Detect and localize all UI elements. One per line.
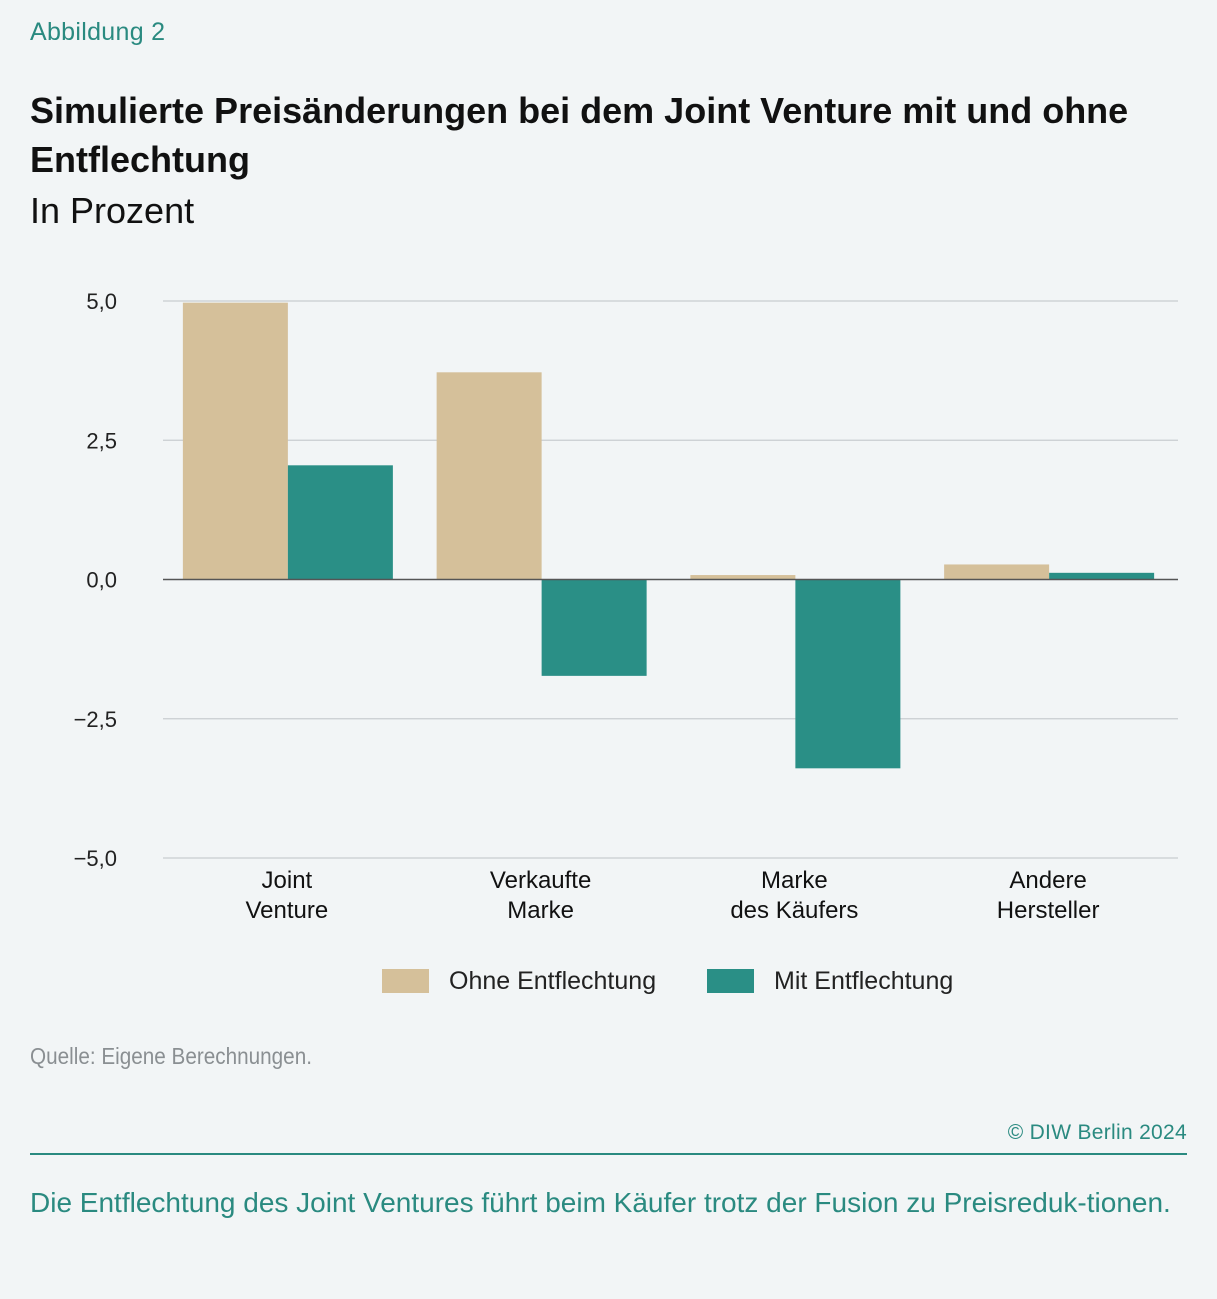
bar	[944, 564, 1050, 580]
grid-layer	[163, 300, 1178, 859]
bar	[287, 465, 393, 580]
bar	[541, 579, 647, 676]
category-label-line: Andere	[1009, 867, 1086, 894]
bar	[795, 579, 901, 769]
bar	[436, 372, 542, 580]
category-label-line: Verkaufte	[490, 867, 591, 894]
figure-label: Abbildung 2	[30, 18, 166, 46]
category-label-line: Joint	[262, 867, 313, 894]
legend-label: Ohne Entflechtung	[449, 967, 656, 995]
chart-subtitle: In Prozent	[30, 190, 195, 231]
bar	[1049, 572, 1155, 580]
bar	[690, 575, 796, 580]
category-label: Verkaufte Marke	[490, 867, 591, 924]
category-label-layer: Joint Venture Verkaufte Marke Marke des Käufe…	[246, 867, 1100, 924]
category-label: Marke des Käufers	[730, 867, 858, 924]
chart-title: Simulierte Preisänderungen bei dem Joint…	[30, 90, 1129, 180]
legend-swatch	[707, 969, 754, 993]
category-label: Joint Venture	[246, 867, 329, 924]
y-tick-label: −5,0	[74, 846, 117, 871]
legend-label: Mit Entflechtung	[774, 967, 953, 995]
source-note: Quelle: Eigene Berechnungen.	[30, 1043, 312, 1069]
divider	[30, 1153, 1187, 1155]
y-tick-label: 0,0	[86, 568, 117, 593]
category-label-line: Marke	[761, 867, 828, 894]
y-tick-label: 5,0	[86, 289, 117, 314]
bar-chart: 5,0 2,5 0,0 −2,5 −5,0 Joint Venture Verkaufte M…	[74, 289, 1178, 995]
takeaway-text: Die Entflechtung des Joint Ventures führ…	[30, 1187, 1171, 1218]
legend-swatch	[382, 969, 429, 993]
category-label-line: Marke	[507, 897, 574, 924]
category-label-line: Venture	[246, 897, 329, 924]
bar	[182, 302, 288, 580]
legend: Ohne Entflechtung Mit Entflechtung	[382, 967, 953, 995]
y-tick-layer: 5,0 2,5 0,0 −2,5 −5,0	[74, 289, 117, 871]
y-tick-label: 2,5	[86, 428, 117, 453]
y-tick-label: −2,5	[74, 707, 117, 732]
bar-layer	[182, 302, 1155, 769]
category-label: Andere Hersteller	[997, 867, 1100, 924]
copyright: © DIW Berlin 2024	[1007, 1121, 1187, 1144]
category-label-line: des Käufers	[730, 897, 858, 924]
category-label-line: Hersteller	[997, 897, 1100, 924]
